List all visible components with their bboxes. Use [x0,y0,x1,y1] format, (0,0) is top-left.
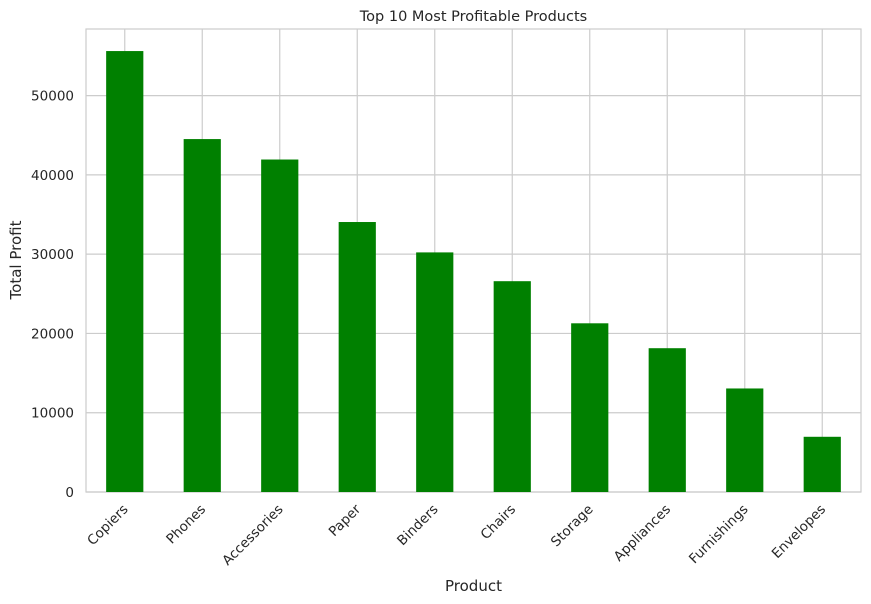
y-tick-label: 50000 [31,89,74,105]
y-tick-labels: 0 10000 20000 30000 40000 50000 [31,89,74,501]
chart-title: Top 10 Most Profitable Products [359,9,587,25]
bar-copiers [106,51,144,493]
x-tick-label: Envelopes [769,502,829,562]
x-tick-label: Accessories [219,502,286,569]
bar-accessories [261,159,299,492]
bar-appliances [648,348,686,492]
x-tick-label: Phones [163,502,209,548]
x-tick-label: Storage [548,502,597,551]
bar-phones [183,139,221,492]
x-tick-label: Appliances [611,502,674,565]
bar-storage [571,323,609,492]
bar-paper [338,222,376,492]
bar-binders [416,252,454,492]
bar-furnishings [726,388,764,492]
x-tick-labels: Copiers Phones Accessories Paper Binders Chai… [84,501,829,569]
y-tick-label: 0 [65,485,74,501]
x-tick-label: Chairs [478,502,519,543]
x-tick-label: Binders [394,502,441,549]
x-tick-label: Furnishings [686,502,752,568]
y-tick-label: 20000 [31,326,74,342]
y-axis-label: Total Profit [7,220,25,300]
bars [106,51,841,493]
y-tick-label: 30000 [31,247,74,263]
x-tick-label: Copiers [84,502,131,549]
x-axis-label: Product [445,577,502,595]
x-tick-label: Paper [326,501,365,540]
bar-envelopes [803,436,841,492]
y-tick-label: 40000 [31,168,74,184]
bar-chairs [493,281,531,492]
y-tick-label: 10000 [31,406,74,422]
